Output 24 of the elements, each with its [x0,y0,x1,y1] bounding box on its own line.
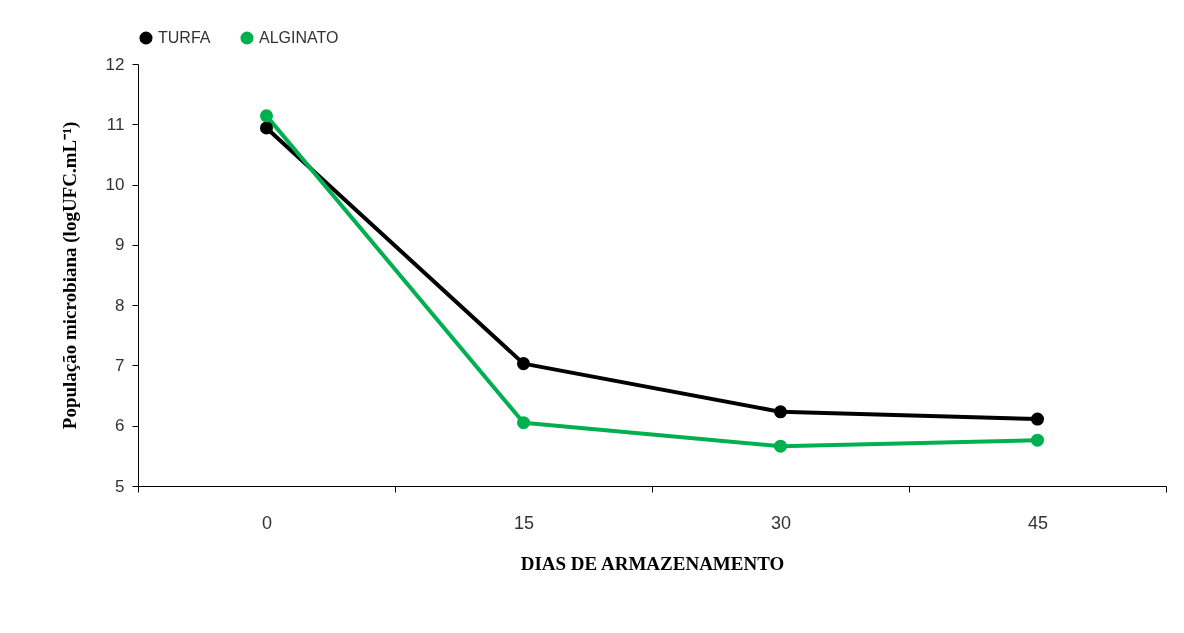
y-tick-label: 8 [115,295,125,315]
point [516,416,531,430]
legend-label: ALGINATO [259,29,339,46]
y-axis-title: População microbiana (logUFC.mL⁻¹) [58,121,81,430]
y-tick-label: 9 [115,235,125,255]
point [773,439,788,453]
x-tick-label: 15 [513,512,535,533]
x-tick-label: 0 [261,512,273,533]
y-tick-label: 10 [105,175,125,195]
point [516,357,531,371]
y-tick-label: 7 [115,355,125,375]
point [259,109,274,123]
point [259,121,274,135]
x-tick-label: 45 [1027,512,1049,533]
y-tick-label: 12 [105,54,125,74]
x-tick-label: 30 [770,512,792,533]
point [773,405,788,419]
legend-label: TURFA [158,29,211,46]
y-tick-label: 11 [106,114,125,134]
y-tick-label: 5 [115,476,125,496]
x-axis-title: DIAS DE ARMAZENAMENTO [520,552,785,574]
point [1030,433,1045,447]
y-tick-label: 6 [115,416,125,436]
point [1030,412,1045,426]
